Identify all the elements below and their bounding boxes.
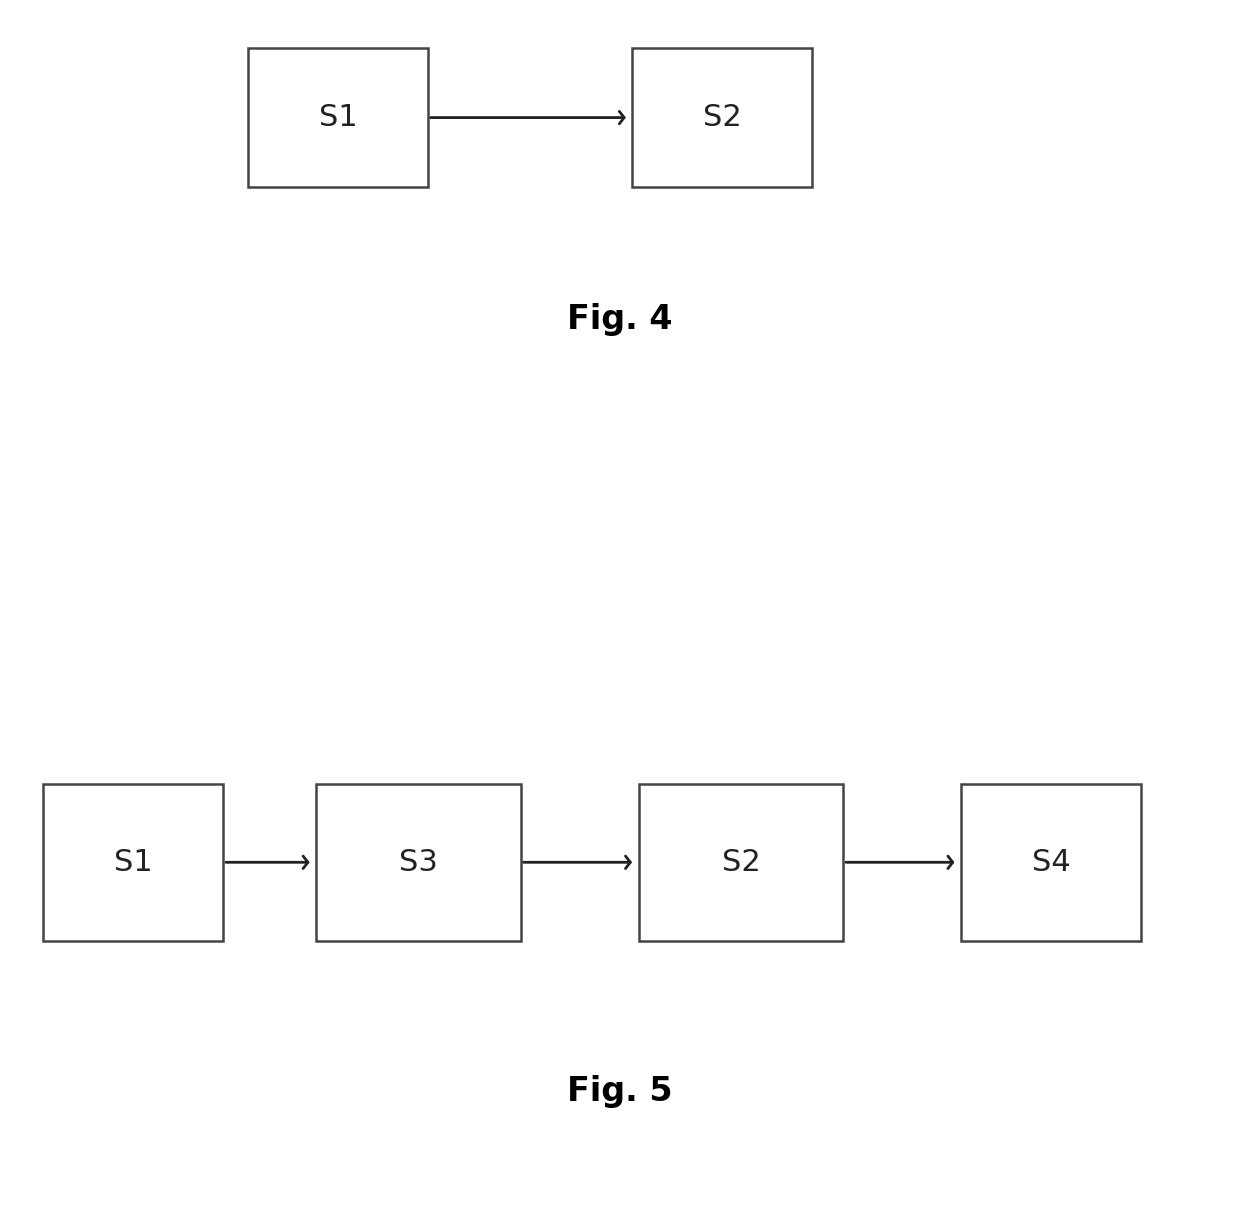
Text: S1: S1	[114, 848, 153, 877]
Text: S2: S2	[722, 848, 760, 877]
Text: S4: S4	[1032, 848, 1070, 877]
Text: S3: S3	[399, 848, 438, 877]
Bar	[248, 48, 428, 187]
Bar	[639, 784, 843, 941]
Text: Fig. 4: Fig. 4	[567, 303, 673, 336]
Text: S2: S2	[703, 103, 742, 133]
Text: Fig. 5: Fig. 5	[567, 1075, 673, 1108]
Bar	[632, 48, 812, 187]
Bar	[316, 784, 521, 941]
Bar	[961, 784, 1141, 941]
Bar	[43, 784, 223, 941]
Text: S1: S1	[319, 103, 357, 133]
